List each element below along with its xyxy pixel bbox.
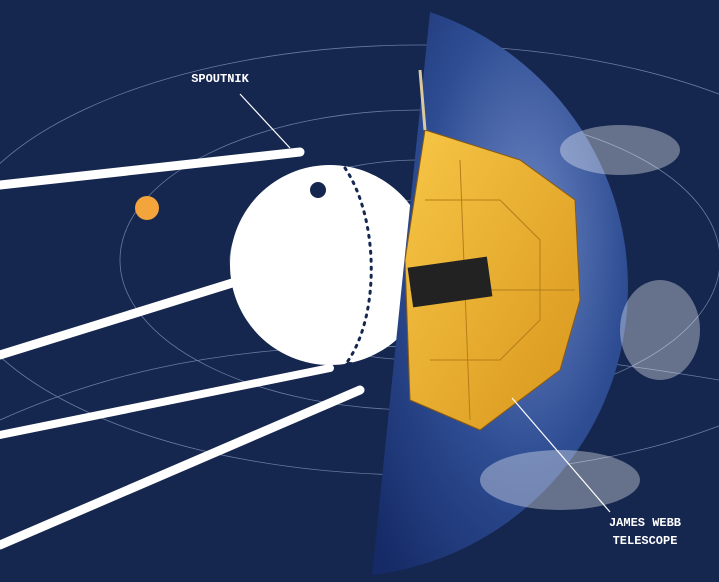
leader-line xyxy=(239,93,291,149)
orange-planet xyxy=(135,196,159,220)
clouds xyxy=(480,125,700,510)
sputnik xyxy=(0,147,430,550)
leader-line xyxy=(511,397,611,513)
label: SPOUTNIK xyxy=(191,72,249,86)
label: JAMES WEBB xyxy=(609,516,681,530)
label: TELESCOPE xyxy=(613,534,678,548)
jwst xyxy=(404,69,581,431)
